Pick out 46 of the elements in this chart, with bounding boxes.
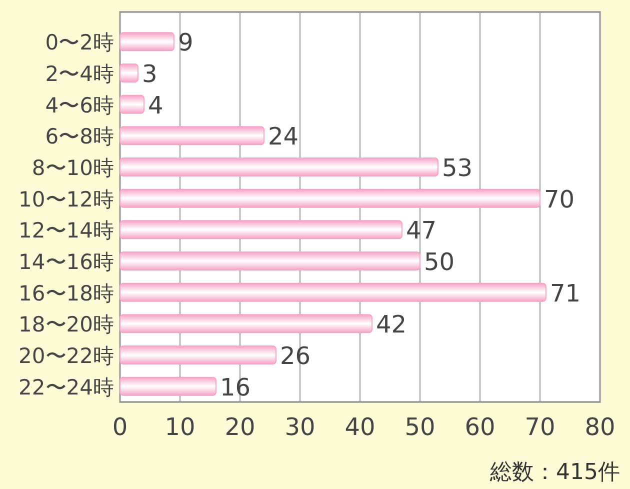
x-tick-label: 20	[224, 413, 256, 441]
y-tick-label: 12〜14時	[18, 218, 114, 243]
y-tick-label: 6〜8時	[45, 124, 114, 149]
y-tick-label: 4〜6時	[45, 93, 114, 118]
bar	[120, 282, 546, 302]
data-label: 50	[424, 248, 455, 276]
x-tick-label: 50	[404, 413, 436, 441]
bar	[120, 252, 420, 270]
x-tick-label: 10	[164, 413, 196, 441]
data-label: 42	[376, 310, 407, 339]
text: 総数：415件	[489, 460, 620, 485]
data-label: 47	[406, 216, 437, 245]
x-tick-label: 30	[284, 413, 316, 441]
data-label: 16	[220, 373, 251, 402]
y-tick-label: 18〜20時	[18, 312, 114, 337]
bar	[120, 94, 144, 114]
x-tick-label: 80	[584, 413, 616, 441]
bar	[120, 32, 174, 52]
x-tick-label: 60	[464, 413, 496, 441]
data-label: 3	[142, 60, 158, 88]
y-tick-label: 2〜4時	[45, 62, 114, 86]
y-tick-label: 16〜18時	[18, 281, 114, 306]
y-tick-label: 20〜22時	[18, 344, 114, 368]
data-label: 53	[442, 154, 473, 182]
data-label: 24	[268, 122, 299, 151]
y-tick-label: 10〜12時	[18, 187, 114, 212]
x-tick-label: 40	[344, 413, 376, 441]
data-label: 9	[178, 28, 194, 57]
bar	[120, 346, 276, 364]
y-tick-label: 8〜10時	[32, 156, 114, 180]
bar	[120, 188, 540, 208]
data-label: 26	[280, 342, 311, 370]
bar	[120, 64, 138, 82]
x-tick-label: 70	[524, 413, 556, 441]
bar	[120, 376, 216, 396]
y-tick-label: 22〜24時	[18, 375, 114, 400]
bar	[120, 220, 402, 240]
bar	[120, 126, 264, 146]
x-tick-label: 0	[112, 413, 128, 441]
bar	[120, 314, 372, 334]
data-label: 70	[544, 185, 575, 214]
data-label: 71	[550, 279, 581, 308]
y-tick-label: 14〜16時	[18, 250, 114, 274]
bar	[120, 158, 438, 176]
data-label: 4	[148, 91, 164, 120]
y-tick-label: 0〜2時	[45, 30, 114, 55]
